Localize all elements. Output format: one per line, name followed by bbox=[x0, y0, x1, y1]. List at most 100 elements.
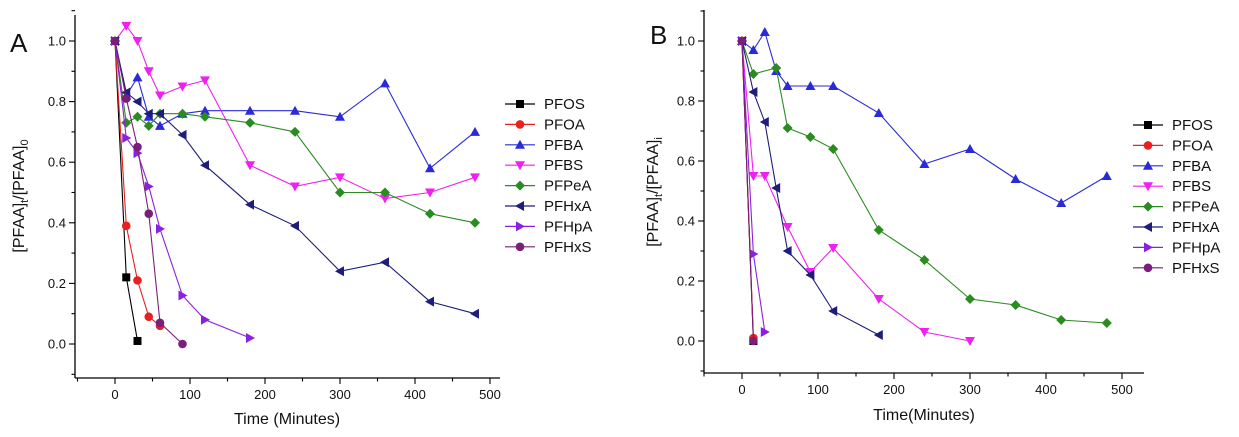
data-point-pfos bbox=[122, 273, 131, 282]
panel-letter-a: A bbox=[10, 28, 28, 58]
legend-label-pfbs: PFBS bbox=[544, 157, 583, 174]
data-point-pfbs bbox=[245, 161, 255, 171]
data-point-pfpea bbox=[335, 187, 345, 198]
data-point-pfbs bbox=[748, 172, 759, 181]
data-point-pfhxa bbox=[425, 296, 434, 307]
data-point-pfpea bbox=[965, 294, 975, 304]
x-tick-label: 0 bbox=[111, 387, 118, 402]
data-point-pfpea bbox=[1101, 318, 1112, 328]
legend-marker-pfhxa bbox=[515, 201, 524, 211]
legend-marker-pfbs bbox=[1143, 182, 1153, 192]
data-point-pfba bbox=[335, 111, 345, 121]
series-line-pfba bbox=[741, 30, 1108, 204]
y-tick-label: 0.8 bbox=[48, 94, 66, 109]
data-point-pfhxa bbox=[759, 117, 769, 127]
data-point-pfbs bbox=[143, 67, 154, 77]
legend-marker-pfos bbox=[516, 100, 524, 108]
series-line-pfhxs bbox=[114, 40, 183, 345]
data-point-pfoa bbox=[133, 276, 142, 285]
data-point-pfhxs bbox=[121, 94, 131, 103]
legend-label-pfoa: PFOA bbox=[544, 116, 585, 133]
data-point-pfba bbox=[805, 81, 816, 90]
y-tick-label: 0.4 bbox=[48, 215, 66, 230]
data-point-pfhxa bbox=[200, 160, 209, 171]
data-point-pfpea bbox=[290, 126, 300, 137]
data-point-pfba bbox=[1010, 174, 1021, 183]
data-point-pfbs bbox=[121, 21, 132, 31]
data-point-pfhxa bbox=[245, 199, 254, 210]
data-point-pfhpa bbox=[760, 327, 770, 337]
series-pfhxs bbox=[737, 36, 758, 346]
data-point-pfba bbox=[155, 120, 165, 130]
legend-item-pfhxa: PFHxA bbox=[505, 198, 592, 215]
data-point-pfhxa bbox=[290, 220, 299, 231]
data-point-pfpea bbox=[425, 208, 435, 219]
data-point-pfba bbox=[425, 163, 435, 173]
y-tick-label: 0.0 bbox=[677, 334, 695, 349]
series-pfos bbox=[111, 37, 142, 345]
data-point-pfba bbox=[965, 144, 975, 153]
data-point-pfhxs bbox=[144, 209, 154, 219]
series-b bbox=[737, 27, 1112, 346]
data-point-pfpea bbox=[132, 111, 143, 122]
y-axis-title-a: [PFAA]t/[PFAA]0 bbox=[11, 139, 31, 252]
legend-label-pfos: PFOS bbox=[544, 96, 585, 113]
data-point-pfbs bbox=[828, 244, 839, 253]
data-point-pfbs bbox=[290, 182, 300, 192]
data-point-pfhpa bbox=[201, 314, 210, 325]
series-pfpea bbox=[110, 36, 480, 228]
series-line-pfos bbox=[114, 40, 139, 342]
legend-label-pfhxa: PFHxA bbox=[544, 198, 592, 215]
series-pfhxs bbox=[110, 36, 187, 349]
ticks-b bbox=[698, 10, 1123, 379]
legend-item-pfos: PFOS bbox=[505, 96, 585, 113]
data-point-pfbs bbox=[200, 76, 210, 86]
data-point-pfos bbox=[133, 336, 142, 345]
legend-item-pfhxs: PFHxS bbox=[505, 239, 592, 256]
series-line-pfhxa bbox=[114, 40, 476, 315]
legend-marker-pfpea bbox=[1143, 201, 1153, 212]
data-point-pfpea bbox=[919, 255, 930, 265]
series-pfhpa bbox=[738, 36, 770, 337]
legend-item-pfhpa: PFHpA bbox=[505, 218, 592, 235]
legend-label-pfhxa: PFHxA bbox=[1172, 219, 1220, 236]
legend-item-pfba: PFBA bbox=[505, 137, 583, 154]
data-point-pfbs bbox=[873, 295, 884, 304]
legend-label-pfpea: PFPeA bbox=[544, 178, 592, 195]
data-point-pfhxs bbox=[178, 339, 187, 349]
data-point-pfpea bbox=[1010, 300, 1021, 310]
y-tick-label: 0.0 bbox=[48, 337, 66, 352]
x-axis-title-a: Time (Minutes) bbox=[234, 411, 340, 428]
data-point-pfbs bbox=[380, 194, 390, 204]
data-point-pfba bbox=[245, 105, 255, 115]
data-point-pfbs bbox=[177, 82, 188, 92]
tick-labels-b: 0 100 200 300 400 500 0.0 0.2 0.4 0.6 0.8 1.0 bbox=[677, 34, 1133, 398]
data-point-pfbs bbox=[335, 173, 345, 183]
data-point-pfpea bbox=[748, 69, 759, 79]
data-point-pfoa bbox=[144, 312, 154, 322]
y-tick-label: 0.6 bbox=[48, 155, 66, 170]
data-point-pfpea bbox=[200, 111, 210, 122]
legend-label-pfoa: PFOA bbox=[1172, 137, 1213, 154]
x-tick-label: 500 bbox=[1111, 382, 1133, 397]
legend-item-pfos: PFOS bbox=[1133, 117, 1213, 134]
data-point-pfba bbox=[919, 159, 930, 168]
legend-marker-pfba bbox=[1143, 160, 1153, 170]
data-point-pfpea bbox=[805, 132, 816, 142]
legend-marker-pfhxs bbox=[1143, 263, 1153, 273]
y-tick-label: 1.0 bbox=[48, 34, 66, 49]
data-point-pfhxa bbox=[335, 266, 344, 277]
data-point-pfba bbox=[200, 105, 210, 115]
data-point-pfhxa bbox=[828, 306, 838, 316]
legend-marker-pfbs bbox=[515, 161, 525, 171]
data-point-pfbs bbox=[759, 172, 770, 181]
legend-item-pfoa: PFOA bbox=[1133, 137, 1213, 154]
x-tick-label: 400 bbox=[404, 387, 426, 402]
data-point-pfbs bbox=[919, 328, 930, 337]
data-point-pfpea bbox=[782, 123, 793, 133]
data-point-pfpea bbox=[873, 225, 884, 235]
series-pfpea bbox=[737, 36, 1112, 328]
legend-marker-pfoa bbox=[515, 120, 525, 129]
data-point-pfhxa bbox=[873, 330, 883, 340]
